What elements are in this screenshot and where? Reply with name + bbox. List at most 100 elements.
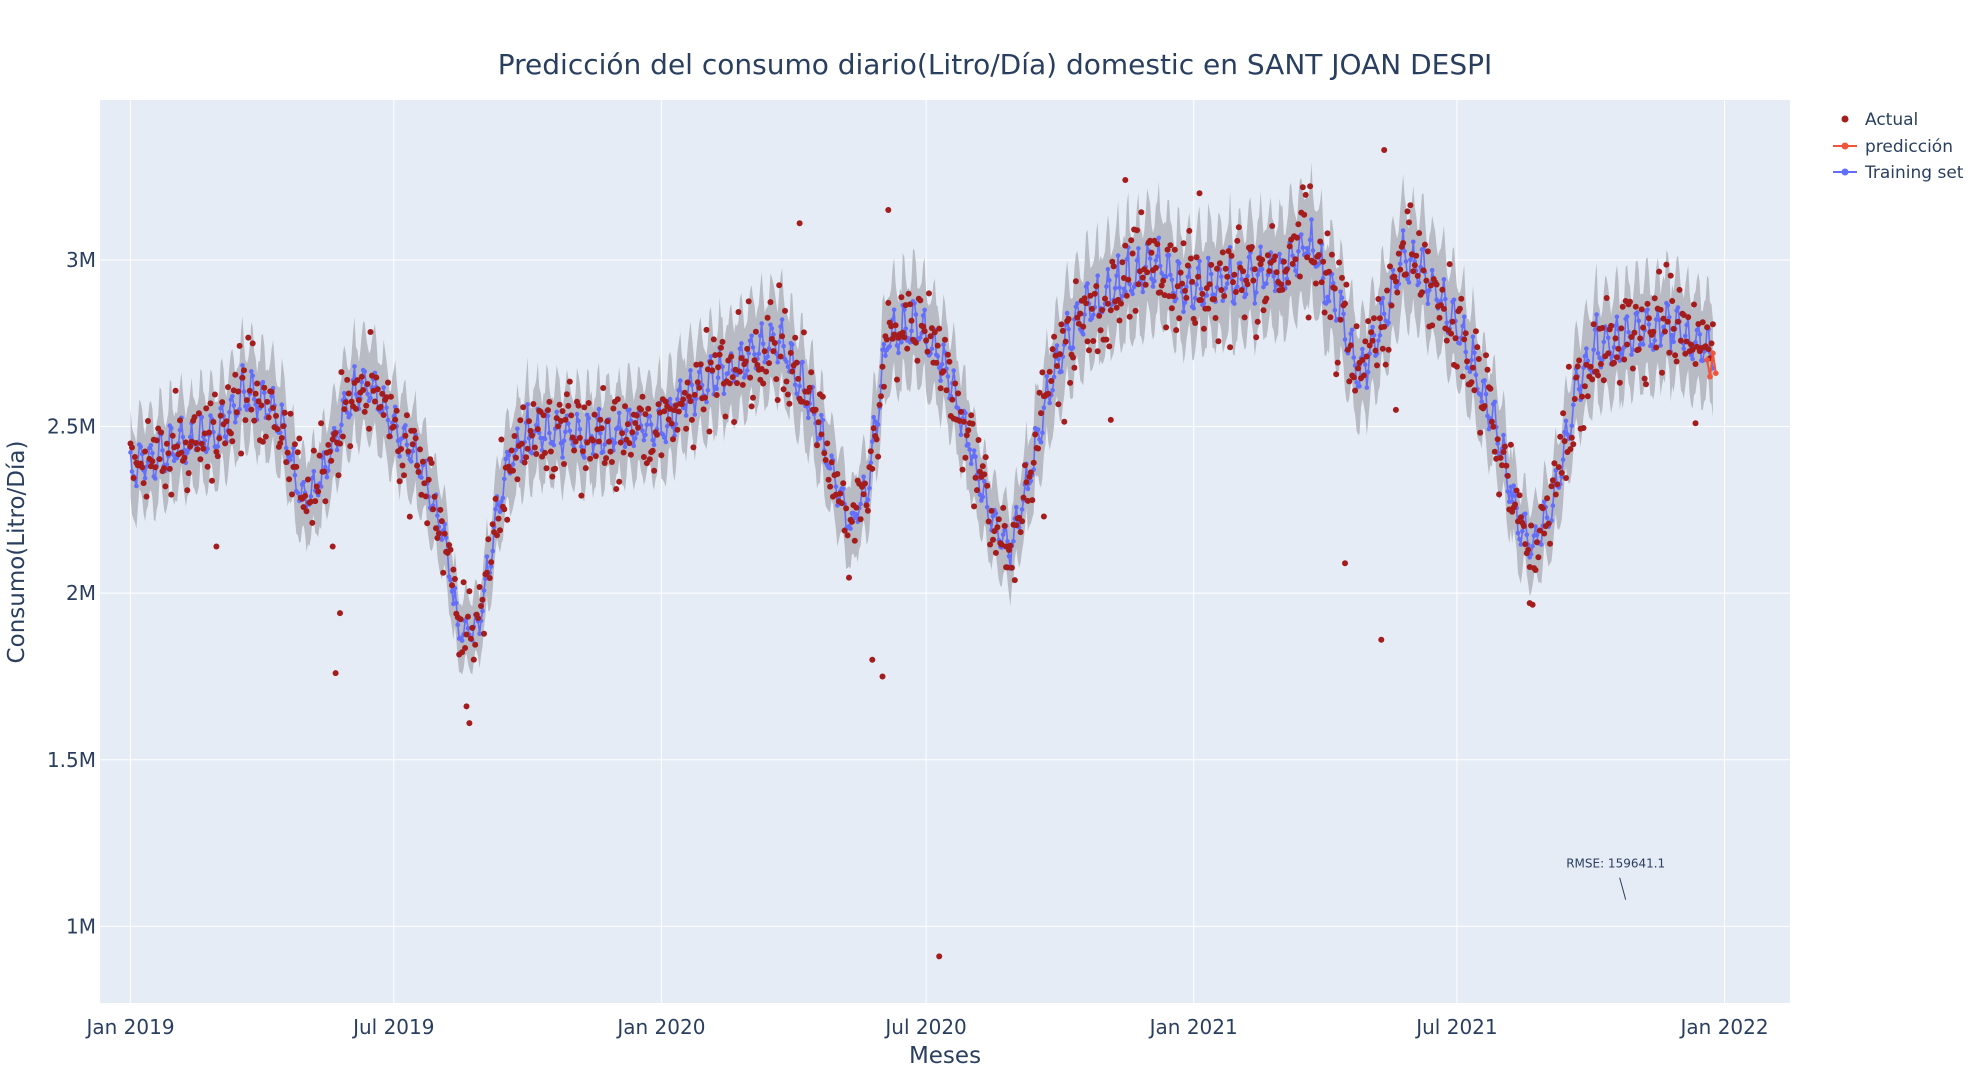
- training-set-point: [1400, 228, 1406, 233]
- actual-point: [1400, 240, 1407, 247]
- training-set-point: [1181, 309, 1186, 315]
- legend-item-actual[interactable]: Actual: [1841, 110, 1919, 130]
- training-set-point: [624, 428, 629, 433]
- actual-point: [1469, 364, 1476, 371]
- actual-point: [712, 352, 719, 359]
- actual-point: [1305, 314, 1312, 321]
- training-set-point: [744, 368, 750, 373]
- actual-point: [971, 503, 978, 510]
- actual-point: [901, 334, 908, 341]
- actual-point: [1224, 273, 1231, 280]
- actual-point: [1179, 280, 1186, 287]
- actual-point: [291, 441, 298, 448]
- actual-point: [1004, 564, 1011, 571]
- actual-point: [494, 532, 500, 539]
- training-set-point: [1416, 280, 1422, 286]
- training-set-point: [1630, 347, 1636, 353]
- actual-point: [879, 673, 886, 680]
- training-set-point: [1152, 278, 1157, 284]
- actual-point: [1436, 314, 1443, 321]
- training-set-point: [1205, 255, 1211, 261]
- actual-point: [1058, 321, 1065, 328]
- training-set-point: [663, 439, 669, 445]
- actual-point: [1075, 320, 1082, 327]
- actual-point: [982, 454, 989, 461]
- actual-point: [668, 420, 675, 427]
- legend-item-training[interactable]: Training set: [1833, 163, 1964, 183]
- actual-point: [1221, 293, 1228, 299]
- actual-point: [229, 438, 236, 445]
- actual-point: [1638, 306, 1645, 313]
- actual-point: [377, 403, 384, 410]
- actual-point: [1403, 271, 1409, 278]
- training-set-point: [906, 336, 911, 341]
- actual-point: [779, 333, 786, 340]
- training-set-point: [454, 600, 459, 606]
- actual-point: [1072, 278, 1079, 285]
- actual-point: [1315, 252, 1322, 258]
- actual-point: [1000, 504, 1007, 511]
- actual-point: [587, 455, 594, 462]
- actual-point: [1241, 314, 1248, 321]
- actual-point: [521, 459, 528, 466]
- legend-item-prediccion[interactable]: predicción: [1833, 137, 1953, 157]
- actual-point: [1406, 219, 1412, 226]
- actual-point: [1166, 293, 1172, 300]
- training-set-point: [1156, 235, 1162, 241]
- training-set-point: [169, 425, 174, 431]
- training-set-point: [854, 512, 859, 517]
- actual-point: [624, 421, 631, 428]
- actual-point: [604, 418, 611, 425]
- actual-point: [994, 524, 1001, 531]
- actual-point: [488, 559, 495, 566]
- training-set-point: [858, 501, 863, 507]
- actual-point: [286, 476, 293, 483]
- actual-point: [332, 429, 339, 436]
- actual-point: [451, 576, 458, 582]
- training-set-point: [160, 448, 165, 453]
- actual-point: [481, 630, 487, 637]
- training-set-point: [1569, 423, 1575, 429]
- actual-point: [1420, 267, 1427, 274]
- training-set-point: [1541, 499, 1547, 505]
- actual-point: [729, 374, 736, 381]
- actual-point: [572, 438, 579, 445]
- actual-point: [1008, 564, 1015, 571]
- training-set-point: [1255, 272, 1260, 278]
- actual-point: [207, 400, 214, 407]
- actual-point: [1128, 237, 1135, 244]
- actual-point: [1077, 310, 1084, 317]
- actual-point: [1675, 318, 1681, 325]
- training-set-point: [872, 419, 878, 424]
- actual-point: [1027, 469, 1034, 476]
- actual-point: [974, 487, 980, 494]
- actual-point: [1055, 401, 1062, 408]
- training-set-point: [1380, 295, 1386, 301]
- actual-point: [398, 446, 405, 452]
- actual-point: [424, 520, 431, 527]
- actual-point: [1039, 369, 1046, 376]
- training-set-point: [984, 504, 990, 510]
- actual-point: [962, 454, 969, 461]
- actual-point: [1157, 289, 1164, 296]
- actual-point: [210, 419, 217, 425]
- training-set-point: [1204, 293, 1210, 298]
- actual-point: [524, 445, 531, 452]
- training-set-point: [968, 461, 974, 467]
- actual-point: [1551, 460, 1558, 467]
- legend[interactable]: Actual predicción Training set: [1833, 110, 1964, 183]
- actual-point: [1676, 286, 1683, 293]
- training-set-point: [331, 426, 337, 431]
- actual-point: [1081, 295, 1088, 302]
- actual-point: [944, 351, 951, 358]
- training-set-point: [627, 407, 632, 413]
- actual-point: [1483, 352, 1489, 359]
- actual-point: [803, 400, 810, 407]
- training-set-point: [870, 439, 875, 444]
- actual-point: [576, 434, 583, 441]
- training-set-point: [1054, 343, 1060, 348]
- actual-point: [168, 491, 175, 498]
- actual-point: [838, 500, 845, 507]
- actual-point: [371, 398, 378, 405]
- training-set-point: [958, 432, 964, 438]
